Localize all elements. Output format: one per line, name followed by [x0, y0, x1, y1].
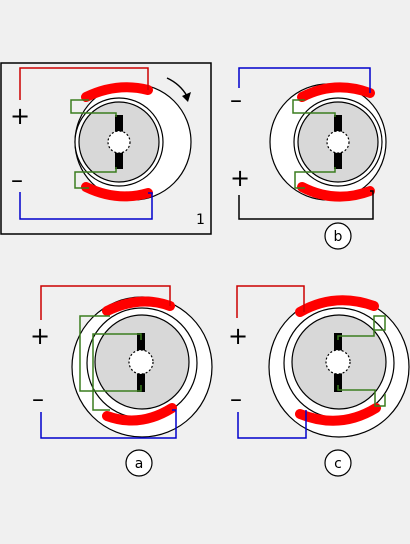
panel-letter: a: [135, 456, 144, 472]
brush-top: [137, 333, 145, 355]
coil-wire-bottom: [337, 385, 386, 407]
minus-label: –: [230, 385, 242, 413]
panel-a: + – a: [30, 285, 213, 477]
brush-bottom: [334, 370, 342, 392]
panel-c: + – c: [228, 285, 410, 477]
negative-wire: [19, 192, 153, 220]
coil-wire-bottom: [294, 167, 336, 189]
minus-label: –: [230, 86, 242, 114]
panel-1-frame: [0, 62, 212, 235]
coil-wire-top: [337, 315, 386, 340]
arrow-head: [182, 92, 191, 102]
coil-wire-bottom: [79, 315, 142, 392]
panel-badge: [324, 222, 352, 250]
plus-label: +: [10, 102, 30, 130]
magnet-top: [102, 296, 175, 316]
minus-label: –: [11, 166, 23, 194]
panel-letter: b: [334, 229, 343, 245]
coil-wire-top: [292, 99, 336, 117]
magnet-bottom: [102, 403, 177, 426]
brush-top: [115, 115, 123, 135]
commutator: [107, 130, 131, 154]
commutator: [128, 349, 154, 375]
panel-b: – + b: [230, 67, 387, 250]
plus-label: +: [230, 164, 250, 192]
commutator: [325, 349, 351, 375]
coil-wire-bottom: [74, 167, 117, 189]
magnet-top: [81, 82, 153, 102]
minus-label: –: [32, 385, 44, 413]
coil-wire-top: [70, 99, 117, 117]
brush-top: [334, 333, 342, 355]
brush-bottom: [115, 149, 123, 169]
brush-top: [334, 115, 342, 135]
positive-wire: [236, 285, 305, 318]
positive-wire: [238, 190, 374, 220]
clockwise-arrow-icon: [166, 77, 188, 97]
negative-wire: [238, 67, 371, 93]
positive-wire: [40, 285, 171, 320]
plus-label: +: [228, 322, 248, 350]
panel-letter: c: [334, 456, 342, 472]
panel-1: + – 1: [0, 62, 212, 235]
brush-bottom: [137, 370, 145, 392]
plus-label: +: [30, 322, 50, 350]
panel-badge: [125, 449, 153, 477]
panel-badge: [324, 449, 352, 477]
magnet-bottom: [81, 182, 153, 202]
brush-bottom: [334, 149, 342, 169]
magnet-top: [297, 82, 375, 102]
positive-wire: [19, 67, 149, 100]
negative-wire: [40, 409, 177, 439]
panel-number: 1: [196, 212, 205, 228]
coil-wire-top: [92, 333, 142, 411]
magnet-top: [295, 295, 379, 317]
magnet-bottom: [295, 403, 381, 426]
commutator: [326, 130, 350, 154]
negative-wire: [237, 410, 307, 439]
magnet-bottom: [297, 182, 375, 202]
